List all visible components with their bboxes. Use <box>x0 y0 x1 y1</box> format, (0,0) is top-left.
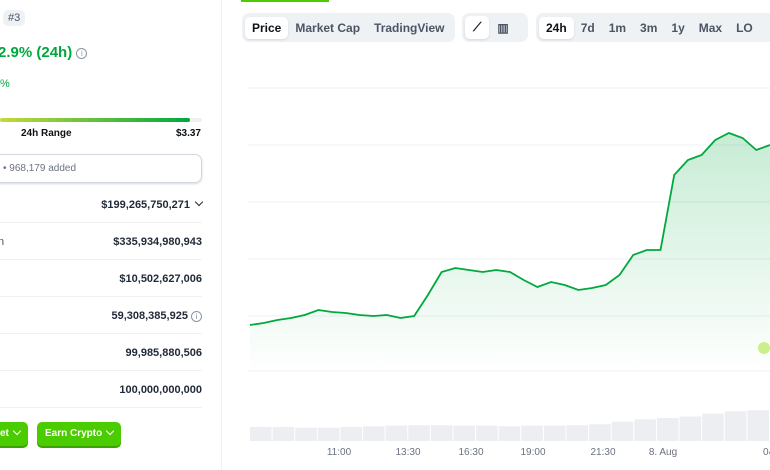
stat-value-text: $199,265,750,271 <box>101 199 190 211</box>
x-tick-label: 11:00 <box>326 447 352 458</box>
stat-label: n <box>0 236 5 248</box>
stat-row: $10,502,627,006 <box>0 260 202 297</box>
stat-value-text: $335,934,980,943 <box>113 236 202 248</box>
coin-summary-panel: #3 2.9% (24h) i % 24h Range $3.37 • 968,… <box>0 0 222 470</box>
line-chart-icon[interactable]: ⟋ <box>465 16 490 39</box>
earn-label: Earn Crypto <box>45 428 103 439</box>
earn-crypto-button[interactable]: Earn Crypto <box>37 422 122 446</box>
volume-bar <box>408 425 430 441</box>
stat-value: 100,000,000,000 <box>119 384 202 396</box>
stat-row: 100,000,000,000 <box>0 371 202 408</box>
hover-marker <box>758 342 770 354</box>
x-tick-label: 04: <box>763 447 770 458</box>
volume-bar <box>317 427 340 441</box>
stat-row: 59,308,385,925 i <box>0 297 202 334</box>
tab-range[interactable]: 1m <box>608 20 627 35</box>
x-tick-label: 19:00 <box>520 447 546 458</box>
tab-price[interactable]: Price <box>245 16 289 39</box>
rank-badge: #3 <box>3 10 26 26</box>
stat-value-text: 99,985,880,506 <box>125 347 202 359</box>
volume-bar <box>272 427 295 441</box>
tab-market-cap[interactable]: Market Cap <box>295 20 361 35</box>
price-line <box>249 132 770 326</box>
stat-value: 59,308,385,925 i <box>111 310 202 322</box>
volume-bar <box>340 427 363 441</box>
stat-value: $335,934,980,943 <box>113 236 202 248</box>
x-tick-label: 16:30 <box>458 447 484 458</box>
volume-bar <box>589 424 611 441</box>
wallet-label: et <box>0 428 9 439</box>
stat-value: $199,265,750,271 <box>101 197 204 211</box>
stat-value-text: $10,502,627,006 <box>119 273 202 285</box>
secondary-change: % <box>0 78 10 90</box>
volume-bar <box>656 417 679 441</box>
volume-bar <box>295 427 317 441</box>
volume-bar <box>385 425 408 441</box>
candlestick-chart-icon[interactable]: ▥ <box>497 20 509 35</box>
stat-row: $199,265,750,271 <box>0 186 204 223</box>
volume-bar <box>430 425 453 441</box>
tab-range[interactable]: 24h <box>539 16 574 39</box>
stat-row: 99,985,880,506 <box>0 334 202 371</box>
volume-bar <box>702 413 724 441</box>
stat-value: 99,985,880,506 <box>126 347 202 359</box>
range-bar-fill <box>0 118 190 122</box>
volume-bar <box>724 411 747 441</box>
info-icon[interactable]: i <box>76 47 88 59</box>
change-text: 2.9% (24h) <box>0 44 73 61</box>
price-change-24h: 2.9% (24h) i <box>0 44 88 61</box>
range-label: 24h Range <box>21 128 72 139</box>
stat-value-text: 100,000,000,000 <box>119 384 202 396</box>
x-tick-label: 8. Aug <box>648 447 678 458</box>
volume-bar <box>250 427 272 441</box>
chart-type-tabs: Price Market Cap TradingView <box>242 13 455 42</box>
volume-bar <box>476 425 498 441</box>
volume-bar <box>566 425 589 441</box>
stat-value: $10,502,627,006 <box>119 273 202 285</box>
info-icon[interactable]: i <box>191 310 202 322</box>
tab-range[interactable]: 3m <box>640 20 658 35</box>
tab-range[interactable]: LO <box>736 20 753 35</box>
tab-range[interactable]: 1y <box>671 20 685 35</box>
wallet-button[interactable]: et <box>0 422 28 446</box>
volume-bar <box>747 410 769 441</box>
active-tab-indicator <box>241 0 329 2</box>
tab-tradingview[interactable]: TradingView <box>374 20 445 35</box>
volume-bar <box>679 416 702 441</box>
stat-row: n $335,934,980,943 <box>0 223 202 260</box>
volume-bar <box>543 425 566 441</box>
stat-value-text: 59,308,385,925 <box>111 310 188 322</box>
watchlist-count: • 968,179 added <box>3 163 77 174</box>
volume-bar <box>611 421 634 441</box>
time-range-tabs: 24h 7d 1m 3m 1y Max LO <box>536 13 770 42</box>
volume-bar <box>453 425 476 441</box>
volume-bar <box>363 426 385 441</box>
x-tick-label: 21:30 <box>590 447 616 458</box>
watchlist-button[interactable]: • 968,179 added <box>0 154 202 183</box>
range-high: $3.37 <box>175 128 201 139</box>
x-tick-label: 13:30 <box>395 447 421 458</box>
chart-style-tabs: ⟋ ▥ <box>462 13 528 42</box>
price-area <box>250 133 770 372</box>
tab-range[interactable]: 7d <box>580 20 595 35</box>
volume-bar <box>634 419 656 441</box>
volume-bar <box>521 425 543 441</box>
volume-bar <box>498 426 521 441</box>
tab-range[interactable]: Max <box>698 20 723 35</box>
